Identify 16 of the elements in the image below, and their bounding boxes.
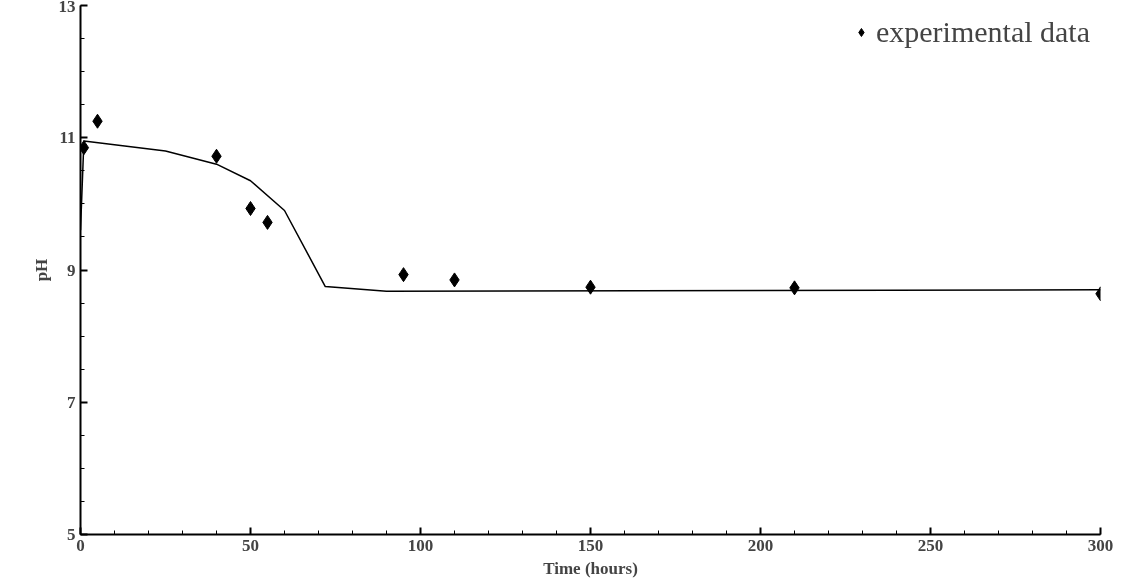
y-tick-label: 11 bbox=[59, 128, 76, 148]
x-tick-label: 100 bbox=[407, 535, 434, 555]
y-tick-label: 5 bbox=[67, 525, 76, 544]
x-tick-label: 200 bbox=[747, 535, 774, 555]
y-tick-label: 9 bbox=[67, 260, 76, 280]
x-axis-title: Time (hours) bbox=[543, 558, 638, 578]
x-tick-label: 300 bbox=[1087, 535, 1114, 555]
x-tick-label: 150 bbox=[577, 535, 604, 555]
x-tick-label: 50 bbox=[242, 535, 259, 555]
y-tick-label: 7 bbox=[67, 392, 76, 412]
point bbox=[245, 201, 256, 216]
x-tick-label: 250 bbox=[917, 535, 944, 555]
x-tick-label: 0 bbox=[76, 535, 85, 555]
legend-label: experimental data bbox=[875, 15, 1090, 49]
y-axis-title: pH bbox=[31, 258, 51, 282]
y-tick-label: 13 bbox=[58, 0, 76, 16]
